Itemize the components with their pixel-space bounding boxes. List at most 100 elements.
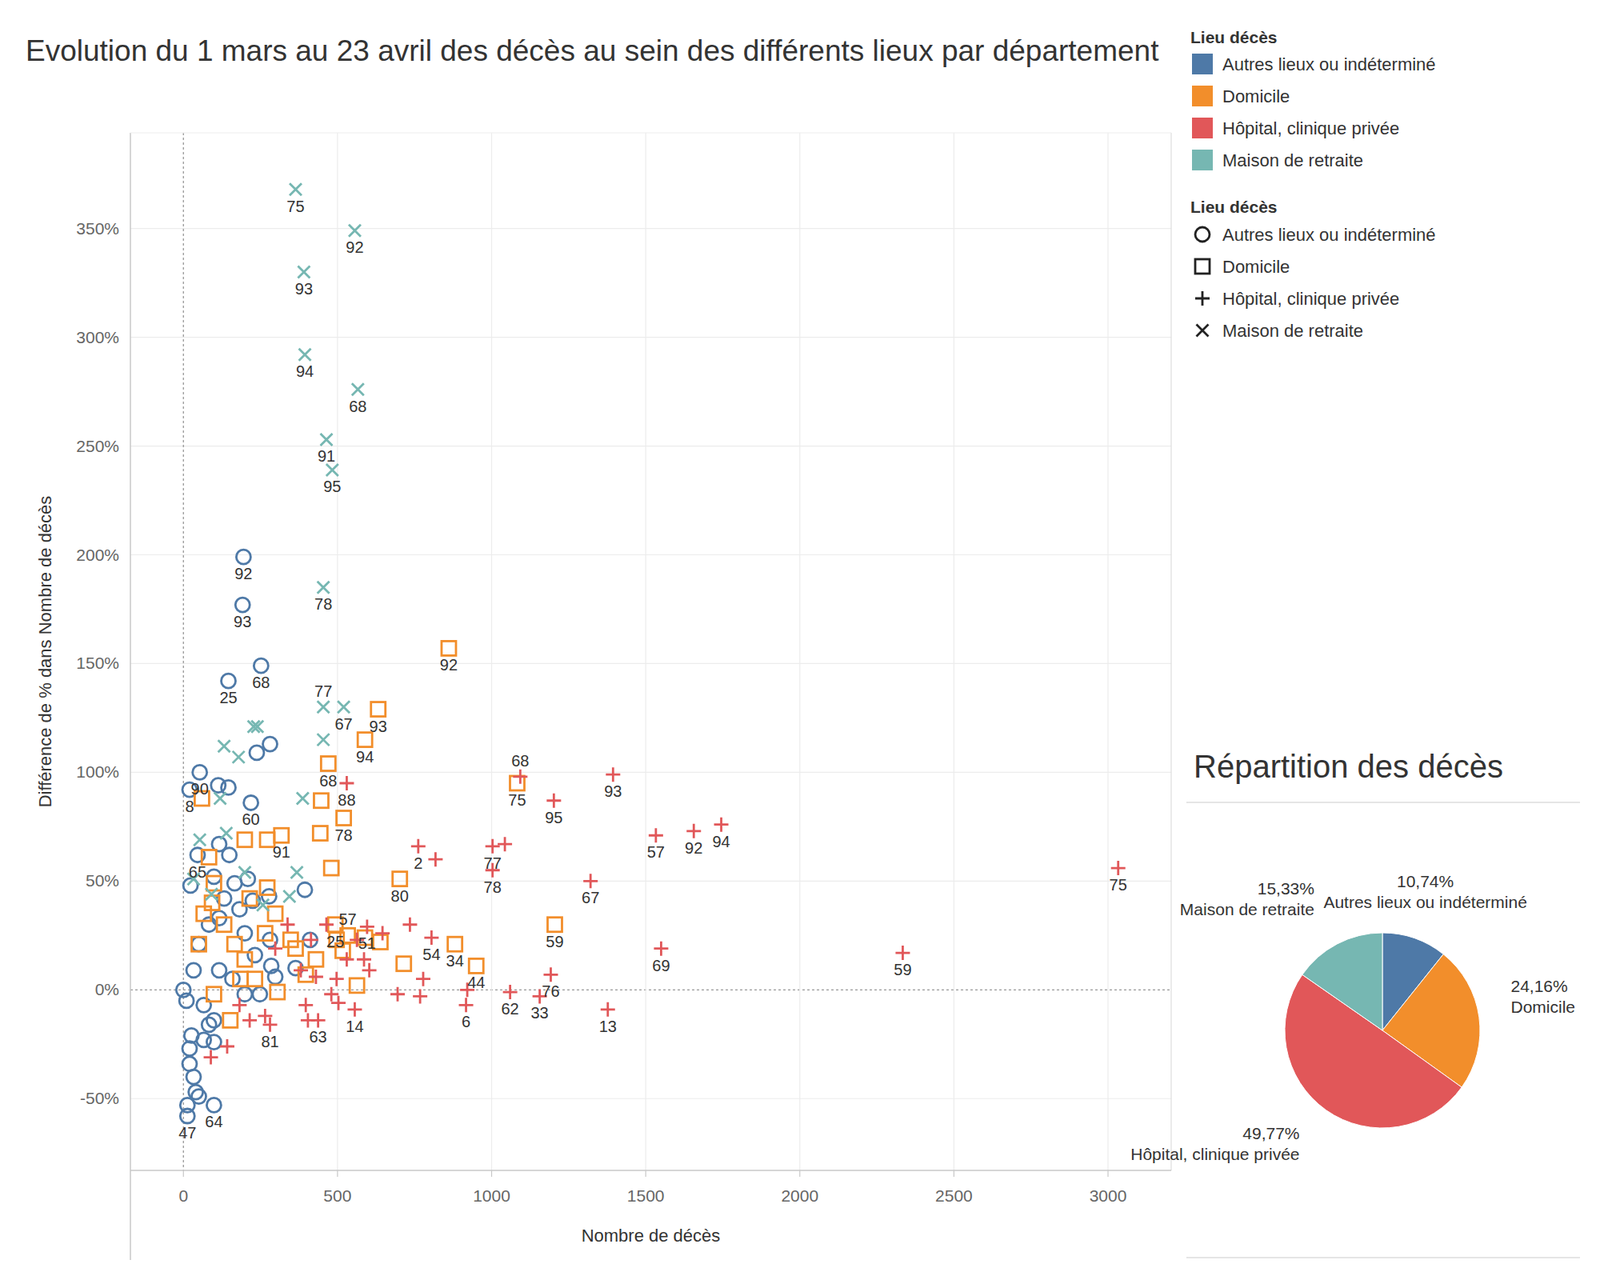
- scatter-point: [196, 997, 212, 1012]
- point-label: 62: [501, 1000, 520, 1018]
- scatter-point: [308, 952, 324, 967]
- scatter-point: [317, 700, 330, 713]
- scatter-point: [220, 827, 232, 840]
- point-label: 68: [511, 752, 529, 770]
- point-label: 2: [413, 854, 423, 872]
- point-label: 67: [581, 888, 600, 907]
- scatter-point: [216, 917, 232, 932]
- x-tick: [799, 1170, 800, 1177]
- legend-label: Domicile: [1222, 86, 1290, 107]
- scatter-point: [304, 932, 319, 948]
- scatter-point: [360, 919, 375, 934]
- scatter-point: [412, 988, 428, 1004]
- legend-shape: [1195, 259, 1210, 274]
- point-label: 47: [178, 1124, 196, 1142]
- legend-shape: [1195, 227, 1210, 242]
- point-label: 25: [326, 932, 344, 951]
- scatter-point: [256, 899, 269, 912]
- y-grid-line: [130, 663, 1172, 664]
- y-tick-label: 300%: [76, 328, 120, 347]
- point-label: 92: [234, 564, 252, 583]
- scatter-point: [459, 997, 474, 1012]
- scatter-point: [283, 890, 296, 903]
- x-tick: [183, 1170, 184, 1177]
- point-label: 67: [334, 715, 352, 733]
- scatter-point: [237, 832, 252, 848]
- scatter-point: [236, 549, 251, 564]
- point-label: 34: [446, 952, 464, 970]
- scatter-point: [392, 872, 408, 887]
- scatter-point: [288, 941, 303, 956]
- grid: [130, 132, 1172, 1171]
- legend-swatch: [1192, 149, 1213, 171]
- scatter-point: [214, 792, 227, 805]
- pie-category-label: Domicile: [1510, 997, 1576, 1016]
- point-label: 95: [323, 477, 341, 496]
- scatter-point: [300, 1012, 316, 1028]
- point-label: 78: [484, 878, 502, 896]
- x-grid-line: [1107, 132, 1108, 1171]
- scatter-point: [416, 972, 431, 987]
- y-tick-label: 100%: [76, 762, 120, 781]
- y-axis-line: [129, 132, 132, 1260]
- scatter-point: [648, 828, 664, 843]
- scatter-point: [232, 902, 247, 917]
- scatter-point: [237, 926, 252, 941]
- point-label: 44: [467, 973, 485, 992]
- scatter-point: [193, 833, 206, 846]
- point-label: 91: [317, 447, 336, 465]
- point-label: 14: [345, 1017, 364, 1036]
- point-label: 88: [337, 791, 356, 809]
- scatter-point: [257, 926, 272, 941]
- scatter-point: [324, 860, 339, 876]
- scatter-point: [347, 1002, 362, 1017]
- x-tick-label: 500: [323, 1186, 352, 1205]
- x-grid-line: [799, 132, 800, 1171]
- scatter-point: [242, 891, 257, 906]
- point-label: 94: [356, 748, 374, 766]
- point-label: 77: [314, 682, 332, 700]
- scatter-point: [196, 1032, 212, 1048]
- scatter-point: [221, 780, 236, 795]
- x-tick-label: 1000: [472, 1186, 511, 1205]
- scatter-point: [212, 963, 227, 978]
- scatter-point: [329, 972, 344, 987]
- point-label: 75: [508, 791, 526, 809]
- scatter-point: [263, 736, 278, 752]
- point-label: 59: [545, 932, 564, 951]
- scatter-point: [248, 972, 263, 987]
- pie-value-label: 15,33%: [1257, 879, 1315, 898]
- scatter-point: [244, 795, 259, 810]
- point-label: 94: [712, 832, 730, 851]
- scatter-point: [253, 658, 268, 673]
- scatter-point: [686, 824, 701, 839]
- x-grid-line: [183, 132, 184, 1171]
- point-label: 75: [286, 197, 304, 216]
- x-axis-title: Nombre de décès: [581, 1225, 721, 1246]
- scatter-point: [296, 792, 309, 805]
- scatter-point: [509, 776, 524, 791]
- point-label: 13: [599, 1017, 617, 1036]
- pie-category-label: Maison de retraite: [1180, 900, 1315, 919]
- point-label: 92: [440, 656, 458, 674]
- pie-slice: [1302, 932, 1383, 1031]
- scatter-point: [337, 700, 350, 713]
- x-tick-label: 0: [178, 1186, 188, 1205]
- x-tick: [336, 1170, 338, 1177]
- scatter-point: [221, 673, 236, 688]
- y-tick-label: 200%: [76, 545, 120, 564]
- legend: Lieu décèsAutres lieux ou indéterminéDom…: [1190, 28, 1436, 171]
- scatter-point: [299, 348, 312, 361]
- scatter-point: [257, 1008, 272, 1024]
- scatter-point: [233, 972, 248, 987]
- point-label: 51: [358, 934, 376, 952]
- scatter-point: [653, 941, 668, 956]
- y-axis-title: Différence de % dans Nombre de décès: [35, 496, 56, 808]
- scatter-point: [222, 848, 237, 863]
- scatter-point: [206, 876, 221, 891]
- legend-swatch: [1192, 85, 1213, 107]
- point-labels: 9293256890860654764929394687578918025575…: [178, 197, 1128, 1142]
- scatter-point: [390, 987, 405, 1002]
- y-tick-label: 150%: [76, 653, 120, 672]
- scatter-point: [396, 956, 412, 972]
